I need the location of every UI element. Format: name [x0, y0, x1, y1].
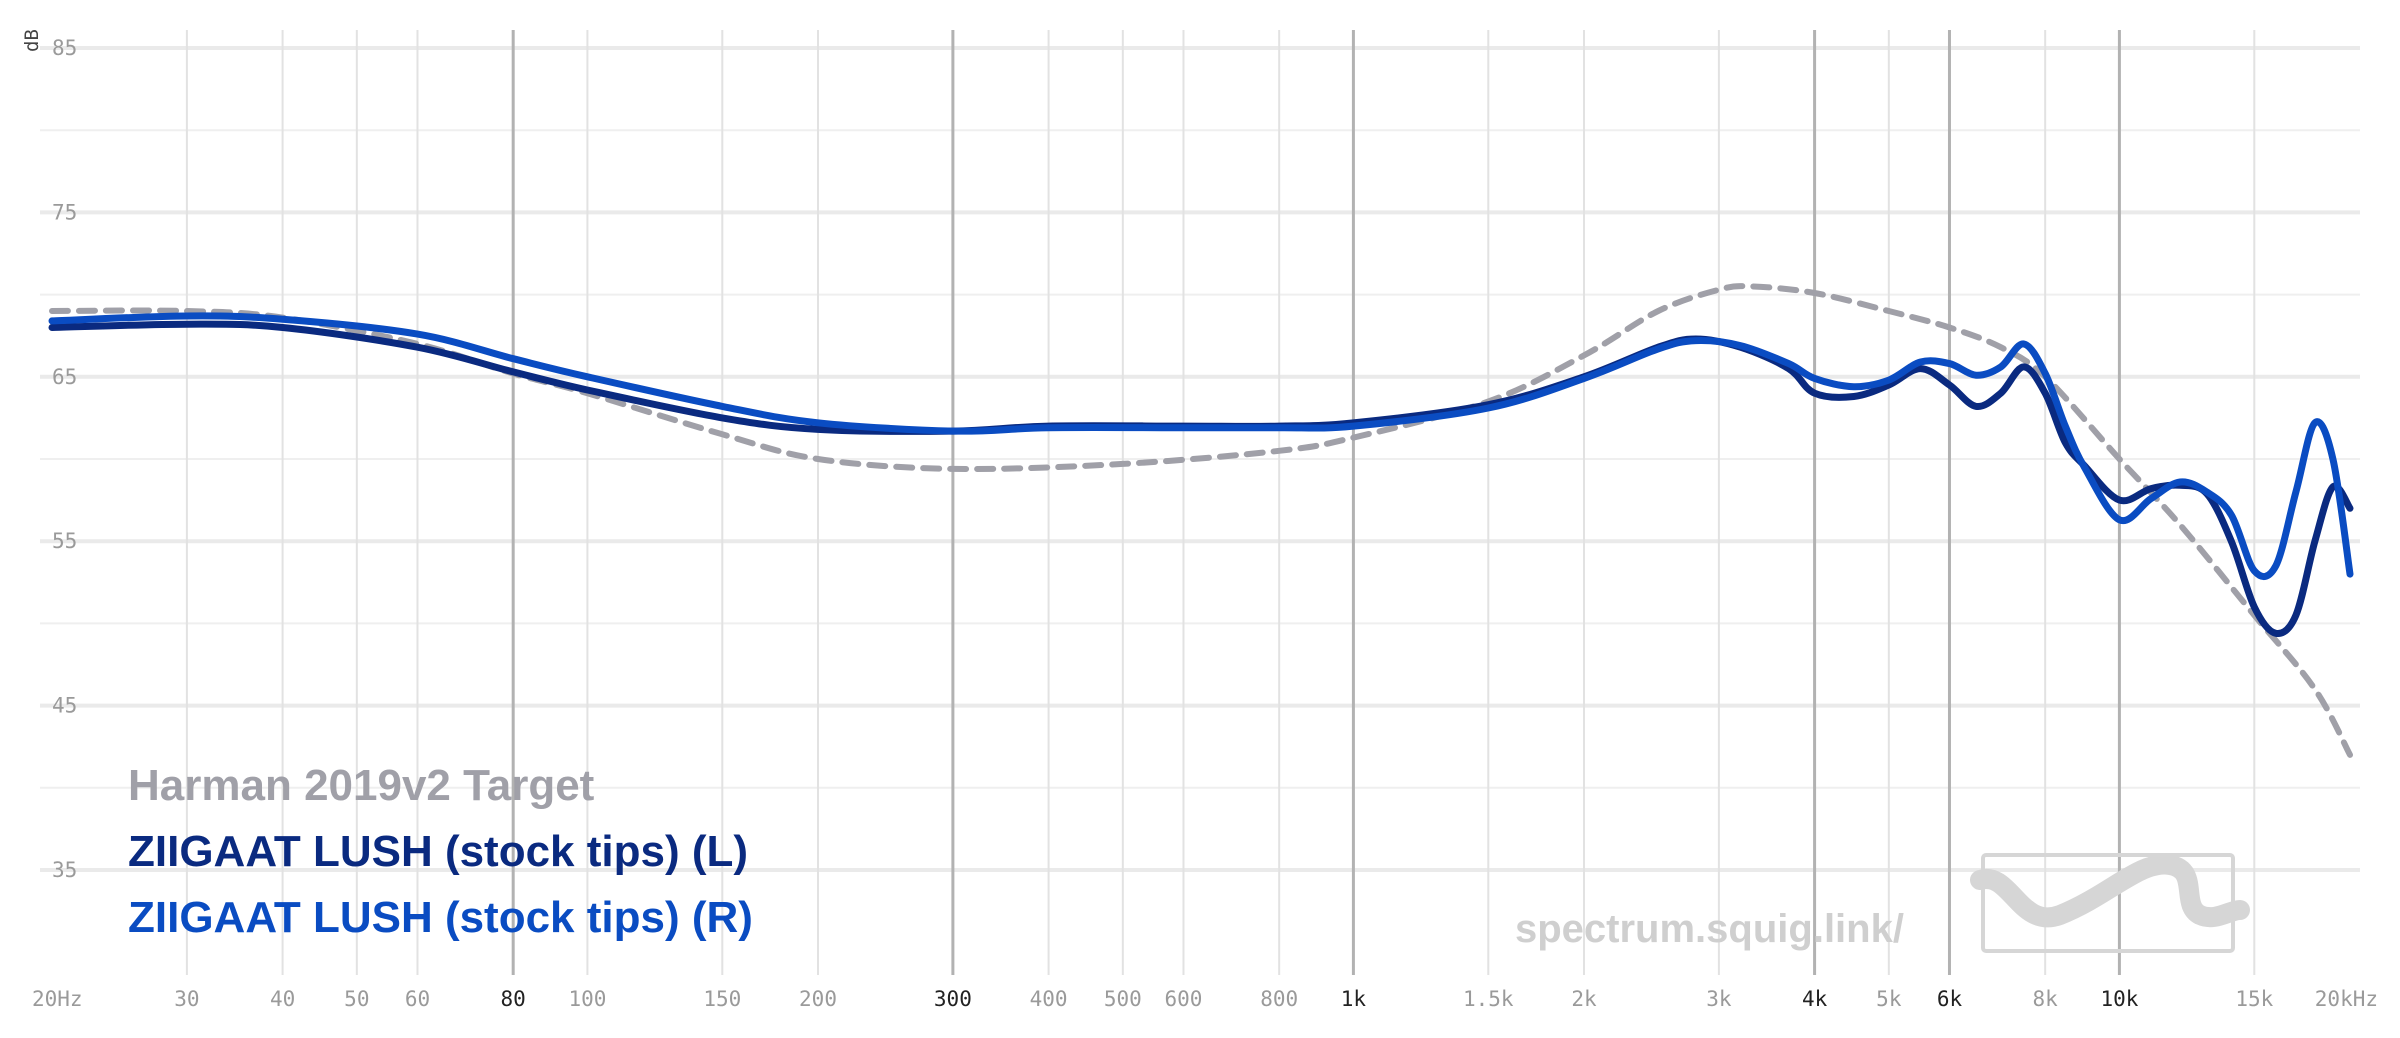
watermark-text: spectrum.squig.link/: [1515, 907, 1904, 951]
y-tick-label: 85: [52, 36, 77, 60]
x-tick-label: 40: [270, 987, 295, 1011]
y-tick-label: 55: [52, 529, 77, 553]
x-tick-label: 10k: [2100, 987, 2138, 1011]
x-tick-label: 3k: [1706, 987, 1732, 1011]
legend-item-target: Harman 2019v2 Target: [128, 761, 595, 810]
x-tick-label: 500: [1104, 987, 1142, 1011]
x-tick-label: 150: [703, 987, 741, 1011]
x-tick-label: 400: [1030, 987, 1068, 1011]
x-tick-label: 50: [344, 987, 369, 1011]
y-tick-label: 75: [52, 200, 77, 224]
x-tick-label: 300: [934, 987, 972, 1011]
legend: Harman 2019v2 Target ZIIGAAT LUSH (stock…: [128, 761, 753, 942]
x-tick-label: 60: [405, 987, 430, 1011]
x-tick-label: 8k: [2033, 987, 2059, 1011]
squiggle-logo-icon: [1970, 853, 2250, 953]
x-tick-label: 2k: [1571, 987, 1597, 1011]
watermark: spectrum.squig.link/: [1515, 853, 2250, 953]
x-tick-label: 20kHz: [2315, 987, 2378, 1011]
x-tick-label: 20Hz: [32, 987, 83, 1011]
y-tick-label: 65: [52, 365, 77, 389]
x-tick-label: 1k: [1341, 987, 1367, 1011]
series-group: [48, 283, 2354, 758]
y-tick-label: 45: [52, 694, 77, 718]
x-tick-label: 5k: [1876, 987, 1902, 1011]
y-axis-tick-labels: 85 75 65 55 45 35: [52, 36, 77, 882]
x-tick-label: 800: [1260, 987, 1298, 1011]
right-channel-curve: [48, 312, 2354, 580]
x-tick-label: 600: [1165, 987, 1203, 1011]
legend-item-left: ZIIGAAT LUSH (stock tips) (L): [128, 827, 748, 876]
y-tick-label: 35: [52, 858, 77, 882]
x-tick-label: 80: [501, 987, 526, 1011]
x-tick-label: 6k: [1937, 987, 1963, 1011]
y-axis-unit-label: dB: [21, 29, 43, 52]
target-curve: [49, 283, 2353, 758]
legend-item-right: ZIIGAAT LUSH (stock tips) (R): [128, 893, 753, 942]
vertical-gridlines: [185, 30, 2256, 975]
x-tick-label: 15k: [2235, 987, 2273, 1011]
x-tick-label: 100: [568, 987, 606, 1011]
x-tick-label: 30: [174, 987, 199, 1011]
x-tick-label: 1.5k: [1463, 987, 1514, 1011]
left-channel-curve: [48, 320, 2354, 638]
x-tick-label: 4k: [1802, 987, 1828, 1011]
x-axis-tick-labels: 20Hz 30 40 50 60 80 100 150 200 300 400 500 600 800 1k…: [32, 987, 2378, 1011]
x-tick-label: 200: [799, 987, 837, 1011]
